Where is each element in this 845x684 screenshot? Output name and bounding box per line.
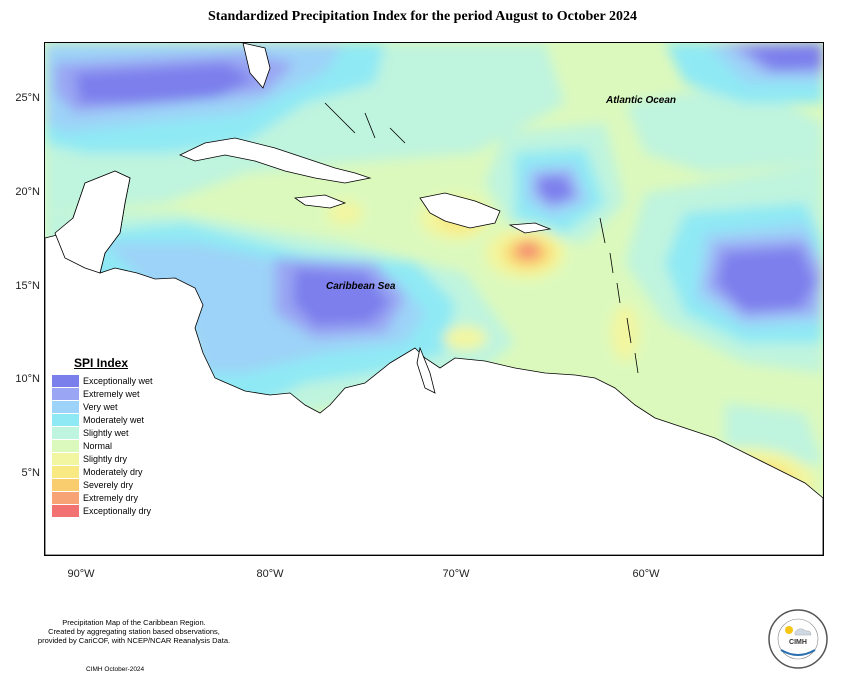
legend-item: Extremely dry <box>52 491 172 504</box>
legend-item: Slightly dry <box>52 452 172 465</box>
legend-label: Very wet <box>83 401 118 412</box>
lat-label-20n: 20°N <box>15 186 40 198</box>
legend-item: Severely dry <box>52 478 172 491</box>
spi-map-canvas <box>45 43 823 555</box>
legend-swatch <box>52 439 79 452</box>
legend-item: Moderately dry <box>52 465 172 478</box>
lat-label-10n: 10°N <box>15 373 40 385</box>
cimh-logo: CIMH <box>767 608 829 670</box>
lon-label-70w: 70°W <box>442 568 470 580</box>
lat-label-25n: 25°N <box>15 92 40 104</box>
footer-note: Precipitation Map of the Caribbean Regio… <box>14 618 254 645</box>
legend-label: Slightly wet <box>83 427 129 438</box>
footer-date: CIMH October-2024 <box>86 666 145 673</box>
spi-legend: SPI Index Exceptionally wet Extremely wet… <box>52 356 172 517</box>
spi-map <box>44 42 824 556</box>
legend-swatch <box>52 491 79 504</box>
logo-text: CIMH <box>789 639 807 646</box>
footer-line-2: Created by aggregating station based obs… <box>48 627 220 636</box>
legend-swatch <box>52 465 79 478</box>
legend-label: Moderately wet <box>83 414 145 425</box>
legend-item: Extremely wet <box>52 387 172 400</box>
ocean-label-caribbean: Caribbean Sea <box>326 281 396 292</box>
spi-contours <box>45 43 823 518</box>
legend-swatch <box>52 452 79 465</box>
sun-icon <box>785 626 793 634</box>
legend-item: Exceptionally wet <box>52 374 172 387</box>
ocean-label-atlantic: Atlantic Ocean <box>606 95 677 106</box>
islands <box>179 43 639 394</box>
legend-item: Very wet <box>52 400 172 413</box>
legend-label: Extremely dry <box>83 492 139 503</box>
legend-label: Extremely wet <box>83 388 140 399</box>
legend-items: Exceptionally wet Extremely wet Very wet Mo… <box>52 374 172 517</box>
lon-label-90w: 90°W <box>67 568 95 580</box>
legend-item: Normal <box>52 439 172 452</box>
legend-item: Moderately wet <box>52 413 172 426</box>
legend-label: Moderately dry <box>83 466 143 477</box>
legend-swatch <box>52 478 79 491</box>
legend-item: Exceptionally dry <box>52 504 172 517</box>
legend-swatch <box>52 387 79 400</box>
legend-swatch <box>52 426 79 439</box>
legend-swatch <box>52 400 79 413</box>
legend-swatch <box>52 374 79 387</box>
legend-label: Severely dry <box>83 479 134 490</box>
lon-label-60w: 60°W <box>632 568 660 580</box>
footer-line-1: Precipitation Map of the Caribbean Regio… <box>62 618 206 627</box>
footer-line-3: provided by CariCOF, with NCEP/NCAR Rean… <box>37 636 231 645</box>
legend-label: Exceptionally dry <box>83 505 152 516</box>
landmass <box>45 170 823 555</box>
map-title: Standardized Precipitation Index for the… <box>208 9 637 24</box>
legend-label: Normal <box>83 440 113 451</box>
legend-item: Slightly wet <box>52 426 172 439</box>
lat-label-5n: 5°N <box>21 467 40 479</box>
legend-label: Exceptionally wet <box>83 375 153 386</box>
cloud-icon <box>794 628 812 636</box>
legend-swatch <box>52 504 79 517</box>
lon-label-80w: 80°W <box>256 568 284 580</box>
legend-label: Slightly dry <box>83 453 128 464</box>
lat-label-15n: 15°N <box>15 280 40 292</box>
legend-swatch <box>52 413 79 426</box>
legend-title: SPI Index <box>74 356 129 370</box>
